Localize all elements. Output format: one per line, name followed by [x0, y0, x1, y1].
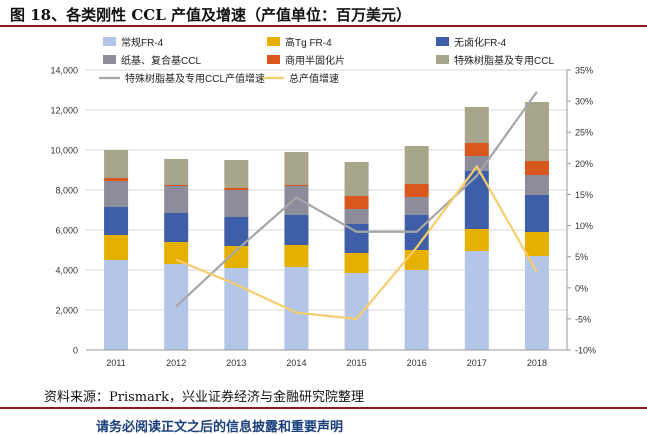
x-tick-label: 2012 [166, 358, 186, 368]
y2-tick-label: -5% [575, 314, 591, 324]
bar-segment [464, 143, 489, 156]
bar-segment [284, 245, 309, 267]
bar-segment [404, 250, 429, 270]
y-tick-label: 8,000 [55, 186, 78, 196]
series-line [175, 165, 538, 320]
y-tick-label: 12,000 [50, 106, 78, 116]
bar-segment [344, 273, 369, 350]
bar-segment [164, 185, 189, 186]
legend-label: 特殊树脂基及专用CCL [454, 54, 554, 67]
y-tick-label: 0 [73, 346, 78, 356]
bar-segment [524, 161, 549, 175]
legend-label: 特殊树脂基及专用CCL产值增速 [125, 72, 265, 85]
legend-label: 高Tg FR-4 [285, 36, 332, 49]
bar-segment [164, 213, 189, 242]
bar-segment [284, 152, 309, 185]
bar-segment [164, 242, 189, 264]
x-tick-label: 2014 [286, 358, 306, 368]
y-tick-label: 4,000 [55, 266, 78, 276]
bar-segment [224, 188, 249, 190]
legend-swatch [436, 55, 449, 64]
bar-segment [524, 232, 549, 256]
legend-swatch [267, 37, 280, 46]
bar-segment [524, 195, 549, 232]
x-tick-label: 2013 [226, 358, 246, 368]
y2-tick-label: 25% [575, 128, 593, 138]
disclaimer-link[interactable]: 请务必阅读正文之后的信息披露和重要声明 [96, 420, 344, 435]
y2-tick-label: 35% [575, 66, 593, 76]
bar-segment [284, 185, 309, 186]
bar-segment [344, 224, 369, 253]
y-tick-label: 2,000 [55, 306, 78, 316]
bar-segment [104, 260, 129, 350]
y2-tick-label: 0% [575, 283, 588, 293]
bar-segment [104, 150, 129, 178]
bar-segment [284, 186, 309, 215]
bar-segment [224, 246, 249, 268]
y2-tick-label: -10% [575, 346, 596, 356]
bar-segment [164, 159, 189, 185]
legend-swatch [103, 55, 116, 64]
series-line [175, 91, 538, 308]
figure-title: 图 18、各类刚性 CCL 产值及增速（产值单位：百万美元） [10, 6, 411, 24]
y-tick-label: 6,000 [55, 226, 78, 236]
x-tick-label: 2015 [347, 358, 367, 368]
y2-tick-label: 20% [575, 159, 593, 169]
bar-segment [344, 162, 369, 196]
legend-label: 总产值增速 [289, 72, 339, 85]
bar-segment [104, 207, 129, 235]
figure-title-bar: 图 18、各类刚性 CCL 产值及增速（产值单位：百万美元） [0, 0, 647, 27]
x-tick-label: 2011 [106, 358, 125, 368]
bar-segment [284, 215, 309, 245]
bar-segment [224, 160, 249, 188]
bar-segment [464, 251, 489, 350]
bar-segment [404, 146, 429, 184]
y2-tick-label: 15% [575, 190, 593, 200]
bar-segment [344, 253, 369, 273]
y2-tick-label: 5% [575, 252, 588, 262]
bar-segment [404, 184, 429, 197]
x-tick-label: 2017 [467, 358, 487, 368]
bar-segment [224, 190, 249, 217]
bar-segment [104, 178, 129, 181]
x-tick-label: 2018 [527, 358, 547, 368]
legend-swatch [103, 37, 116, 46]
bar-segment [104, 235, 129, 260]
bar-segment [344, 209, 369, 224]
source-note: 资料来源：Prismark，兴业证券经济与金融研究院整理 [44, 390, 364, 405]
chart: 常规FR-4 高Tg FR-4 无卤化FR-4纸基、复合基CCL 商用半固化片 特殊树脂… [50, 36, 596, 368]
legend-swatch [436, 37, 449, 46]
y2-tick-label: 30% [575, 97, 593, 107]
legend-label: 无卤化FR-4 [454, 36, 507, 49]
bar-segment [104, 181, 129, 207]
bar-segment [464, 229, 489, 251]
y-tick-label: 10,000 [50, 146, 78, 156]
bar-segment [344, 196, 369, 209]
legend-swatch [267, 55, 280, 64]
y2-tick-label: 10% [575, 221, 593, 231]
x-tick-label: 2016 [407, 358, 427, 368]
legend-label: 常规FR-4 [121, 36, 164, 49]
bar-segment [164, 186, 189, 213]
bar-segment [224, 217, 249, 246]
y-tick-label: 14,000 [50, 66, 78, 76]
legend-label: 商用半固化片 [285, 54, 345, 67]
bar-segment [404, 197, 429, 215]
bar-segment [404, 270, 429, 350]
legend-label: 纸基、复合基CCL [121, 54, 201, 67]
bar-segment [464, 107, 489, 143]
bar-segment [524, 175, 549, 195]
bar-segment [164, 264, 189, 350]
divider [0, 407, 647, 409]
bar-segment [524, 102, 549, 161]
